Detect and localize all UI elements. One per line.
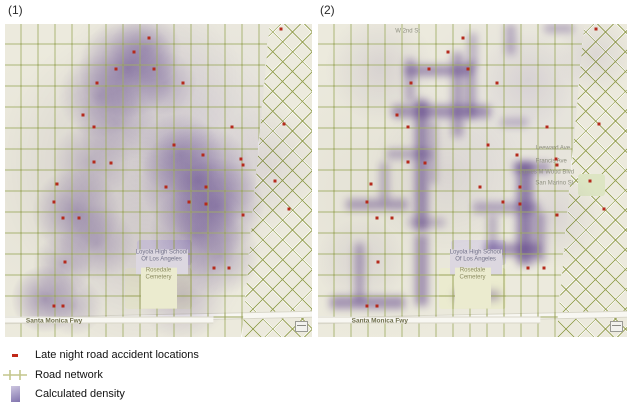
density-segment	[379, 161, 390, 203]
density-segment	[512, 161, 550, 173]
legend-label: Late night road accident locations	[35, 349, 199, 361]
density-segment	[504, 24, 516, 56]
density-segment	[355, 243, 365, 303]
accident-marker-icon	[12, 353, 18, 357]
density-segment	[385, 149, 433, 159]
map-panel-network-density: W 2nd St Leeward Ave Francis Ave James M Wo…	[318, 24, 627, 337]
density-segment	[453, 290, 501, 301]
density-segment	[345, 199, 408, 211]
density-segment	[484, 243, 541, 256]
density-segment	[392, 105, 492, 118]
density-segment	[472, 202, 541, 214]
density-segment	[407, 218, 445, 228]
legend-label: Calculated density	[35, 388, 125, 400]
density-gradient-swatch-icon	[10, 386, 20, 402]
density-segment	[500, 117, 529, 128]
map-logo-icon	[610, 321, 623, 332]
map-panel-kernel-density: Loyola High School Of Los Angeles Rosedal…	[5, 24, 312, 337]
panel-2-label: (2)	[320, 3, 335, 17]
legend: Late night road accident locations Road …	[0, 342, 320, 410]
park-area	[577, 174, 606, 197]
density-segment	[415, 233, 428, 306]
road-network-line-icon	[3, 370, 27, 380]
density-segment	[543, 24, 575, 34]
legend-item-density: Calculated density	[0, 385, 125, 403]
density-segment	[415, 99, 428, 231]
legend-item-accidents: Late night road accident locations	[0, 346, 199, 364]
density-segment	[330, 296, 405, 309]
density-layer	[318, 24, 627, 337]
density-segment	[404, 64, 473, 76]
panel-1-label: (1)	[8, 3, 23, 17]
legend-label: Road network	[35, 369, 103, 381]
density-segment	[467, 33, 478, 68]
legend-item-road-network: Road network	[0, 366, 103, 384]
density-layer	[5, 24, 312, 337]
map-logo-icon	[295, 321, 308, 332]
